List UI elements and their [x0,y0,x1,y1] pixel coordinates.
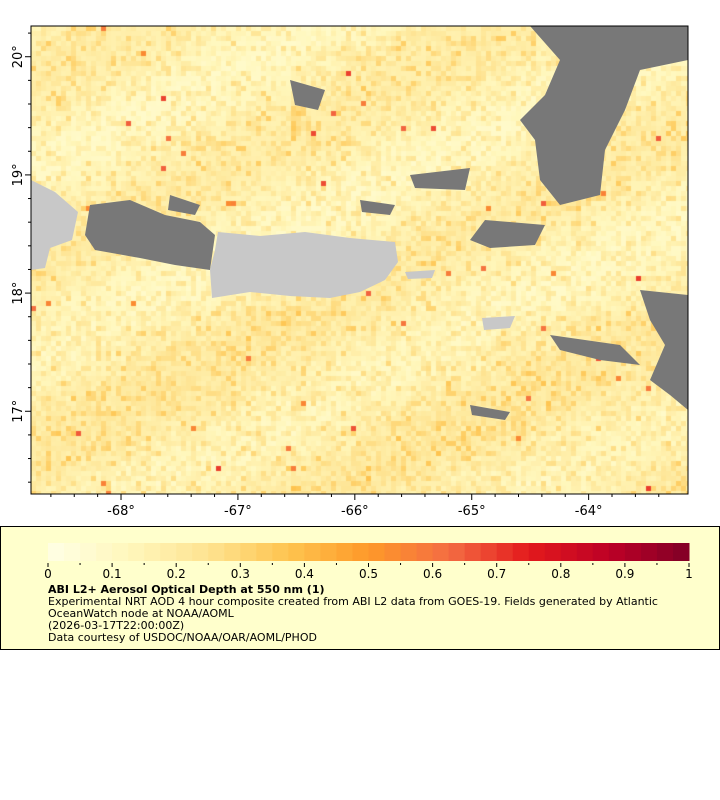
colorbar-segment [448,543,466,561]
colorbar-segment [464,543,482,561]
colorbar-segment [208,543,225,561]
longitude-tick-label: -66° [341,504,369,519]
colorbar-tick-label: 0.3 [231,567,250,581]
colorbar-segment [640,543,658,561]
legend-time: (2026-03-17T22:00:00Z) [48,619,185,632]
colorbar-tick-label: 0.9 [615,567,634,581]
colorbar-segment [160,543,177,561]
colorbar-segment [672,543,690,561]
colorbar-segment [176,543,193,561]
colorbar-segment [400,543,418,561]
colorbar-tick-label: 0 [44,567,52,581]
colorbar-segment [544,543,562,561]
colorbar-segment [256,543,273,561]
colorbar-segment [512,543,530,561]
colorbar-tick-label: 1 [685,567,693,581]
land-areas [31,180,515,330]
puerto-rico [210,232,398,298]
no-data-regions [85,26,688,420]
aod-map: 20° 19° 18° 17° -68° -67° -66° -65° -64° [11,25,689,519]
colorbar-segment [320,543,337,561]
latitude-axis: 20° 19° 18° 17° [11,32,31,483]
colorbar-segment [64,543,81,561]
colorbar-tick-label: 0.7 [487,567,506,581]
legend-panel: 0 0.1 0.2 0.3 0.4 0.5 0.6 0.7 0.8 0.9 1 ABI L2+ Ae… [0,526,720,650]
colorbar-segment [352,543,369,561]
vieques [405,270,435,279]
colorbar-segment [528,543,546,561]
colorbar-segment [432,543,450,561]
colorbar-segment [288,543,305,561]
longitude-tick-label: -67° [224,504,252,519]
colorbar-tick-label: 0.2 [167,567,186,581]
legend-description-1: Experimental NRT AOD 4 hour composite cr… [48,595,658,608]
colorbar-segment [384,543,402,561]
colorbar-segment [336,543,353,561]
latitude-tick-label: 20° [11,45,26,68]
latitude-tick-label: 18° [11,282,26,305]
colorbar-segment [192,543,209,561]
colorbar-segment [128,543,145,561]
colorbar-segment [224,543,241,561]
colorbar-segment [240,543,257,561]
longitude-tick-label: -68° [107,504,135,519]
colorbar-tick-label: 0.8 [551,567,570,581]
colorbar-segment [96,543,113,561]
colorbar-segment [560,543,578,561]
colorbar-tick-label: 0.5 [359,567,378,581]
colorbar-segment [624,543,642,561]
colorbar-tick-label: 0.6 [423,567,442,581]
hispaniola [31,180,78,270]
colorbar-segment [304,543,321,561]
colorbar-segment [576,543,594,561]
colorbar-segment [496,543,514,561]
colorbar: 0 0.1 0.2 0.3 0.4 0.5 0.6 0.7 0.8 0.9 1 [44,543,693,581]
latitude-tick-label: 19° [11,163,26,186]
latitude-tick-label: 17° [11,400,26,423]
colorbar-segment [112,543,129,561]
colorbar-segment [608,543,626,561]
colorbar-segment [80,543,97,561]
colorbar-segment [48,543,65,561]
longitude-tick-label: -64° [575,504,603,519]
legend-credit: Data courtesy of USDOC/NOAA/OAR/AOML/PHO… [48,631,317,644]
colorbar-segment [656,543,674,561]
virgin-islands [482,316,515,330]
colorbar-segment [416,543,434,561]
legend-title: ABI L2+ Aerosol Optical Depth at 550 nm … [48,583,325,596]
colorbar-segment [144,543,161,561]
colorbar-tick-label: 0.4 [295,567,314,581]
legend-description-2: OceanWatch node at NOAA/AOML [48,607,234,620]
colorbar-segment [272,543,289,561]
longitude-tick-label: -65° [458,504,486,519]
colorbar-segment [480,543,498,561]
colorbar-segment [368,543,386,561]
colorbar-segment [592,543,610,561]
longitude-axis: -68° -67° -66° -65° -64° [50,494,660,519]
colorbar-tick-label: 0.1 [103,567,122,581]
